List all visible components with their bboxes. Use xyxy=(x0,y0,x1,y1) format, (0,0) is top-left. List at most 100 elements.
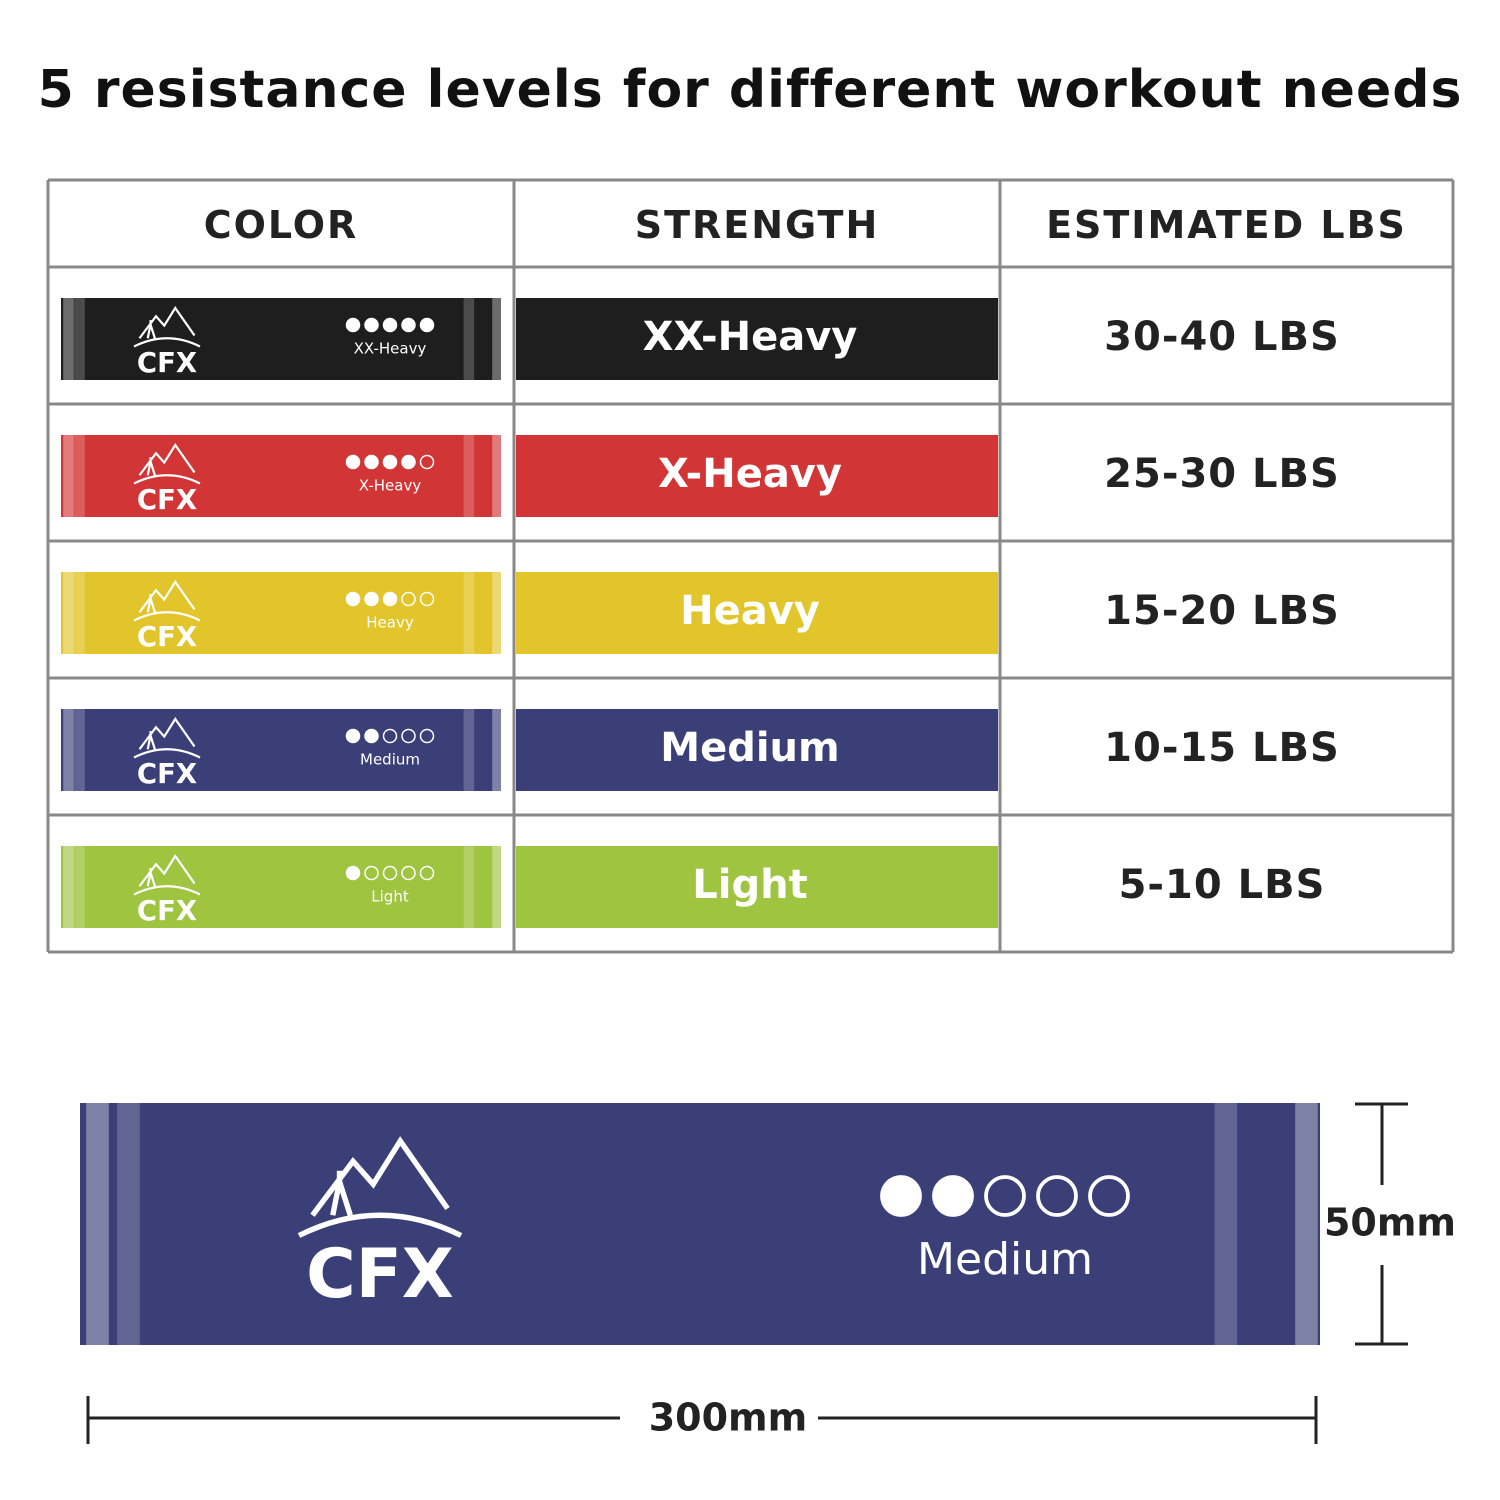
strength: XX-Heavy xyxy=(643,314,858,360)
lbs: 5-10 LBS xyxy=(1119,862,1326,908)
level-dot xyxy=(382,591,398,607)
lbs: 30-40 LBS xyxy=(1104,314,1340,360)
logo: CFX xyxy=(133,717,201,790)
band-edge xyxy=(463,435,475,517)
level-dot xyxy=(1088,1175,1130,1217)
level-dot xyxy=(932,1175,974,1217)
level-dot xyxy=(364,865,379,881)
strength-bar xyxy=(516,435,998,517)
level-dot xyxy=(1036,1175,1078,1217)
logo-swoosh xyxy=(133,885,201,896)
band xyxy=(61,572,501,654)
logo: CFX xyxy=(133,306,201,379)
lbs: 25-30 LBS xyxy=(1104,451,1340,497)
band-label: X-Heavy xyxy=(359,477,422,495)
column-header: COLOR xyxy=(204,203,359,247)
logo-swoosh xyxy=(133,474,201,485)
brand: CFX xyxy=(137,621,197,653)
level-dot xyxy=(382,865,398,881)
logo: CFX xyxy=(133,580,201,653)
band-edge xyxy=(492,435,503,517)
band-edge xyxy=(463,709,475,791)
level-dot xyxy=(364,454,379,470)
band-edge xyxy=(74,709,85,791)
detail-label: Medium xyxy=(917,1234,1093,1285)
band-edge xyxy=(1214,1103,1238,1345)
band-edge xyxy=(1295,1103,1318,1345)
level-dot xyxy=(382,454,398,470)
level-dot xyxy=(345,728,361,744)
level-dot xyxy=(382,728,398,744)
level-dot xyxy=(345,454,361,470)
level-dot xyxy=(345,591,361,607)
strength: Medium xyxy=(660,725,839,771)
band-edge xyxy=(463,298,475,380)
title: 5 resistance levels for different workou… xyxy=(38,60,1463,120)
level-dot xyxy=(401,317,416,333)
level-dot xyxy=(419,317,435,333)
logo-hiker xyxy=(146,731,156,750)
column-header: STRENGTH xyxy=(635,203,880,247)
level-dot xyxy=(364,317,379,333)
band-edge xyxy=(86,1103,109,1345)
band-edge xyxy=(63,298,74,380)
band-edge xyxy=(463,572,475,654)
band xyxy=(61,298,501,380)
detail-band xyxy=(80,1103,1320,1345)
level-dot xyxy=(364,591,379,607)
band-edge xyxy=(117,1103,140,1345)
level-dot xyxy=(401,454,416,470)
strength-bar xyxy=(516,298,998,380)
band xyxy=(61,435,501,517)
logo-hiker xyxy=(146,594,156,613)
logo-hiker xyxy=(146,457,156,476)
strength-bar xyxy=(516,572,998,654)
level-dot xyxy=(419,591,435,607)
level-dot xyxy=(401,591,416,607)
length-label: 300mm xyxy=(649,1396,808,1440)
logo-swoosh xyxy=(133,337,201,348)
logo-swoosh xyxy=(297,1212,463,1238)
level-dot xyxy=(419,865,435,881)
logo: CFX xyxy=(133,854,201,927)
brand: CFX xyxy=(137,758,197,790)
level-dot xyxy=(382,317,398,333)
band-edge xyxy=(492,298,503,380)
band-edge xyxy=(74,298,85,380)
band-edge xyxy=(74,435,85,517)
band-label: Medium xyxy=(360,751,420,769)
band-label: XX-Heavy xyxy=(354,340,427,358)
strength: X-Heavy xyxy=(658,451,842,497)
level-dot xyxy=(345,865,361,881)
level-dot xyxy=(345,317,361,333)
logo-swoosh xyxy=(133,611,201,622)
band-edge xyxy=(74,572,85,654)
brand: CFX xyxy=(137,484,197,516)
band-edge xyxy=(492,846,503,928)
band-edge xyxy=(63,572,74,654)
band xyxy=(61,846,501,928)
band-label: Light xyxy=(371,888,409,906)
height-label: 50mm xyxy=(1324,1201,1456,1245)
logo: CFX xyxy=(133,443,201,516)
level-dot xyxy=(880,1175,922,1217)
lbs: 15-20 LBS xyxy=(1104,588,1340,634)
column-header: ESTIMATED LBS xyxy=(1046,203,1407,247)
band-label: Heavy xyxy=(366,614,414,632)
level-dot xyxy=(984,1175,1026,1217)
level-dot xyxy=(401,865,416,881)
lbs: 10-15 LBS xyxy=(1104,725,1340,771)
band-edge xyxy=(74,846,85,928)
level-dot xyxy=(364,728,379,744)
logo-hiker xyxy=(146,868,156,887)
brand: CFX xyxy=(306,1234,454,1313)
strength-bar xyxy=(516,846,998,928)
band-edge xyxy=(63,846,74,928)
logo: CFX xyxy=(297,1136,463,1313)
band-edge xyxy=(63,709,74,791)
logo-hiker xyxy=(330,1170,353,1217)
band-edge xyxy=(463,846,475,928)
band-edge xyxy=(492,572,503,654)
band xyxy=(61,709,501,791)
